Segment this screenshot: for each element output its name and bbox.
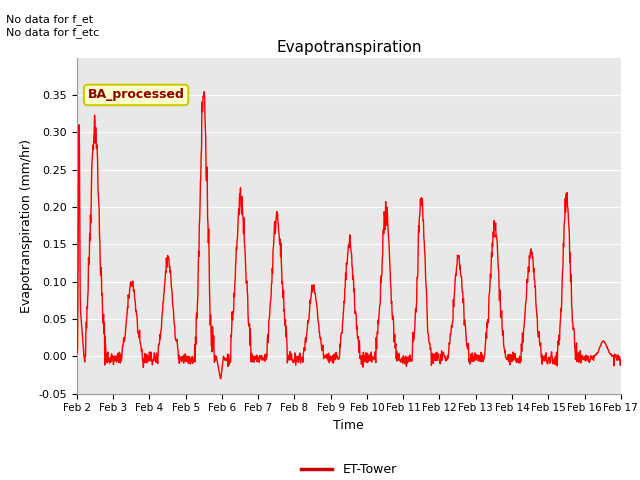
Text: No data for f_et
No data for f_etc: No data for f_et No data for f_etc bbox=[6, 14, 100, 38]
Title: Evapotranspiration: Evapotranspiration bbox=[276, 40, 422, 55]
Legend: ET-Tower: ET-Tower bbox=[296, 458, 401, 480]
Y-axis label: Evapotranspiration (mm/hr): Evapotranspiration (mm/hr) bbox=[20, 139, 33, 312]
Text: BA_processed: BA_processed bbox=[88, 88, 184, 101]
X-axis label: Time: Time bbox=[333, 419, 364, 432]
